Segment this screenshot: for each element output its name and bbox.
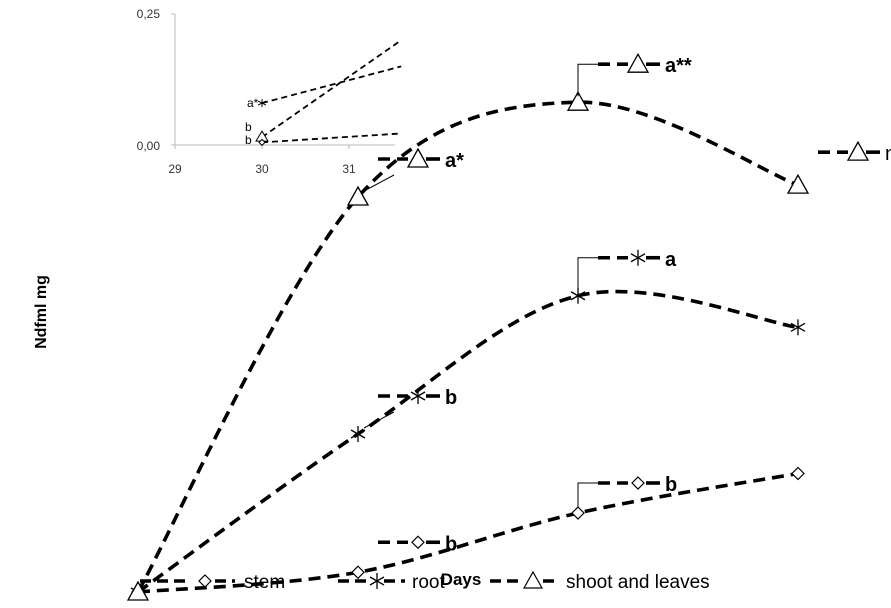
annotation-marker-0 (406, 147, 430, 168)
series-curves (136, 100, 799, 594)
annotation-marker-4 (630, 249, 646, 266)
inset-point-asterisk (257, 99, 267, 108)
inset-line-diamond (261, 132, 402, 144)
annotation-label-2: ns (885, 143, 891, 165)
annotation-marker-3 (410, 388, 426, 404)
point-shoot-and-leaves-29 (126, 580, 150, 601)
annotation-marker-5 (411, 535, 425, 550)
x-axis-label: Days (441, 570, 482, 589)
significance-annotations: a* a** ns b a b b (363, 52, 891, 555)
inset-series (255, 39, 402, 147)
annotation-marker-6 (631, 476, 645, 490)
legend-label-shoot-and-leaves: shoot and leaves (566, 572, 710, 593)
point-root-30 (350, 426, 366, 442)
inset-annotation-b-lower: b (245, 133, 252, 147)
point-shoot-and-leaves-31 (566, 90, 590, 111)
annotation-label-3: b (445, 387, 457, 409)
annotation-label-6: b (665, 474, 677, 496)
triangle-marker-icon (522, 570, 544, 589)
y-axis-label: Ndfml mg (33, 275, 50, 349)
inset-y-tick-0-25: 0,25 (137, 7, 161, 21)
line-stem (137, 471, 799, 594)
annotation-shoot-and-leaves-30: a* (363, 147, 464, 192)
legend-entry-root: root (338, 572, 445, 593)
inset-x-tick-29: 29 (168, 162, 182, 176)
legend: stem root shoot and leaves (140, 570, 710, 593)
legend-label-root: root (412, 572, 445, 593)
annotation-stem-31: b (577, 474, 677, 507)
line-root (136, 289, 799, 594)
inset-y-tick-0-00: 0,00 (137, 139, 161, 153)
point-stem-32 (791, 466, 805, 481)
inset-point-diamond (258, 138, 266, 147)
annotation-marker-2 (846, 140, 870, 161)
annotation-stem-30: b (378, 533, 457, 555)
point-shoot-and-leaves-32 (786, 173, 810, 194)
asterisk-marker-icon (369, 573, 385, 589)
legend-label-stem: stem (244, 572, 285, 593)
inset-annotation-b-upper: b (245, 120, 252, 134)
annotation-root-30: b (363, 387, 457, 429)
inset-x-tick-31: 31 (342, 162, 356, 176)
legend-entry-stem: stem (140, 572, 285, 593)
inset-x-tick-30: 30 (255, 162, 269, 176)
annotation-shoot-and-leaves-31: a** (577, 52, 692, 97)
annotation-marker-1 (626, 52, 650, 73)
annotation-shoot-and-leaves-32: ns (818, 140, 891, 165)
point-root-31 (570, 287, 586, 304)
diamond-marker-icon (198, 574, 212, 588)
annotation-label-5: b (445, 533, 457, 555)
annotation-root-31: a (577, 249, 677, 290)
point-root-32 (790, 319, 806, 336)
inset-line-triangle (261, 39, 402, 138)
point-stem-30 (351, 565, 365, 580)
annotation-label-4: a (665, 249, 677, 271)
series-markers (126, 90, 810, 601)
annotation-label-0: a* (445, 150, 464, 172)
point-shoot-and-leaves-30 (346, 185, 370, 206)
annotation-label-1: a** (665, 55, 692, 77)
legend-entry-shoot-and-leaves: shoot and leaves (490, 570, 710, 593)
point-stem-31 (571, 506, 585, 520)
inset-annotation-a-star: a* (247, 96, 259, 110)
inset-line-asterisk (261, 65, 402, 104)
inset-chart: 0,25 0,00 29 30 31 a* b b (137, 7, 402, 176)
